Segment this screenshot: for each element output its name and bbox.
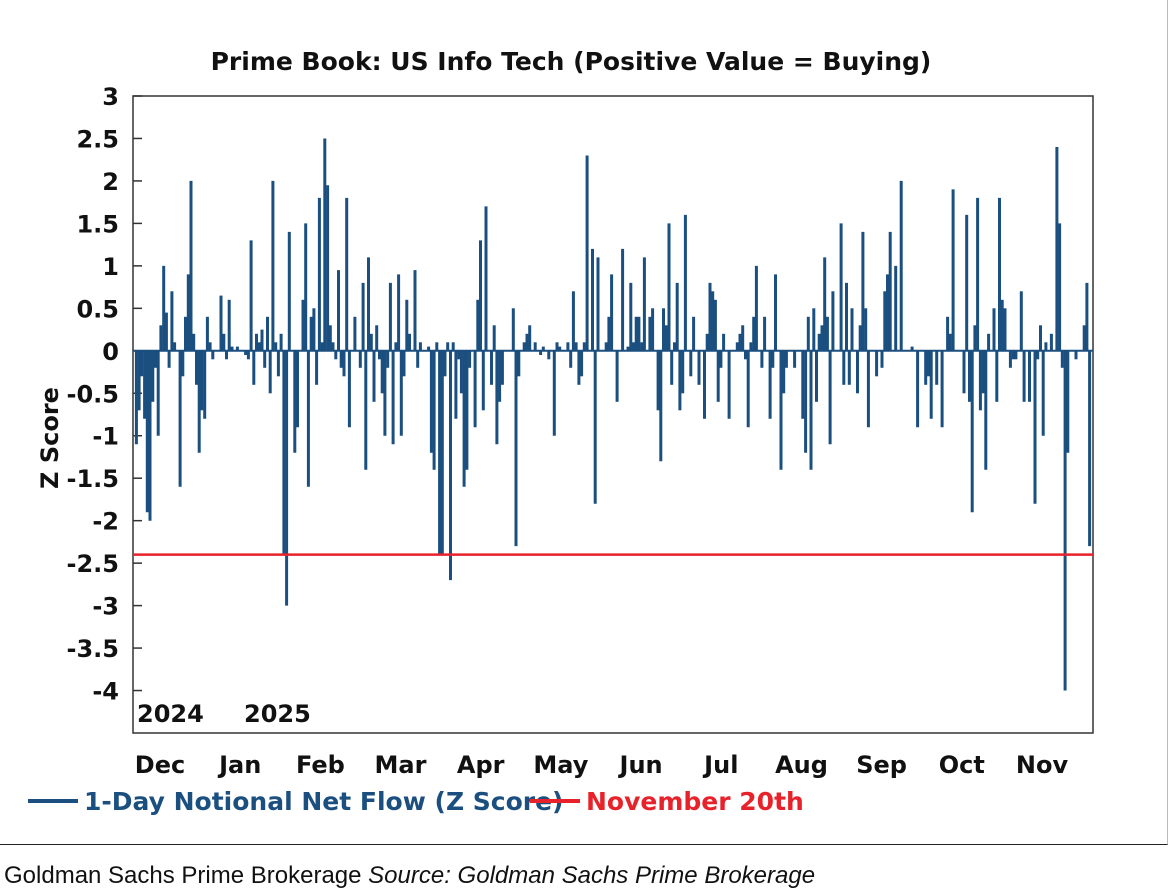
- y-tick-label: -3: [92, 593, 119, 621]
- x-tick-label: Apr: [457, 751, 505, 779]
- y-axis-label: Z Score: [36, 387, 64, 489]
- x-tick-label: Jan: [217, 751, 261, 779]
- x-tick-label: Jun: [618, 751, 663, 779]
- x-tick-label: Mar: [375, 751, 427, 779]
- year-label-2024: 2024: [137, 700, 204, 728]
- x-tick-label: May: [533, 751, 588, 779]
- x-tick-label: Sep: [856, 751, 907, 779]
- x-tick-label: Oct: [939, 751, 985, 779]
- y-tick-label: -3.5: [67, 635, 119, 663]
- y-tick-label: 2: [102, 168, 119, 196]
- y-tick-label: 2.5: [76, 125, 119, 153]
- y-tick-label: 0.5: [76, 295, 119, 323]
- y-tick-label: -2.5: [67, 550, 119, 578]
- y-tick-label: 0: [102, 338, 119, 366]
- chart: Prime Book: US Info Tech (Positive Value…: [28, 47, 1094, 816]
- y-tick-label: 3: [102, 83, 119, 111]
- y-tick-label: -4: [92, 678, 119, 706]
- x-tick-label: Jul: [702, 751, 738, 779]
- year-label-2025: 2025: [244, 700, 311, 728]
- caption-source: Source: Goldman Sachs Prime Brokerage: [368, 862, 816, 889]
- legend-label-net-flow: 1-Day Notional Net Flow (Z Score): [84, 787, 563, 816]
- plot-area: [132, 95, 1094, 734]
- x-axis: Dec Jan Feb Mar Apr May Jun Jul Aug Sep Oct Nov: [135, 751, 1069, 779]
- bar-series: [134, 138, 1092, 691]
- chart-title: Prime Book: US Info Tech (Positive Value…: [211, 47, 932, 76]
- y-tick-label: -1: [92, 423, 119, 451]
- y-tick-label: -2: [92, 508, 119, 536]
- x-tick-label: Feb: [296, 751, 345, 779]
- legend-label-november-20th: November 20th: [586, 787, 804, 816]
- y-tick-label: 1: [102, 253, 119, 281]
- x-tick-label: Aug: [775, 751, 828, 779]
- y-tick-label: -0.5: [67, 380, 119, 408]
- x-tick-label: Dec: [135, 751, 185, 779]
- y-axis: 3 2.5 2 1.5 1 0.5 0 -0.5 -1 -1.5 -2 -2.5 -3 -3.5 -4: [67, 83, 142, 706]
- chart-frame: Prime Book: US Info Tech (Positive Value…: [0, 0, 1168, 845]
- legend: 1-Day Notional Net Flow (Z Score) Novemb…: [28, 787, 804, 816]
- caption-organization: Goldman Sachs Prime Brokerage: [4, 862, 362, 889]
- y-tick-label: 1.5: [76, 210, 119, 238]
- x-tick-label: Nov: [1016, 751, 1069, 779]
- caption: Goldman Sachs Prime Brokerage Source: Go…: [4, 862, 815, 890]
- y-tick-label: -1.5: [67, 465, 119, 493]
